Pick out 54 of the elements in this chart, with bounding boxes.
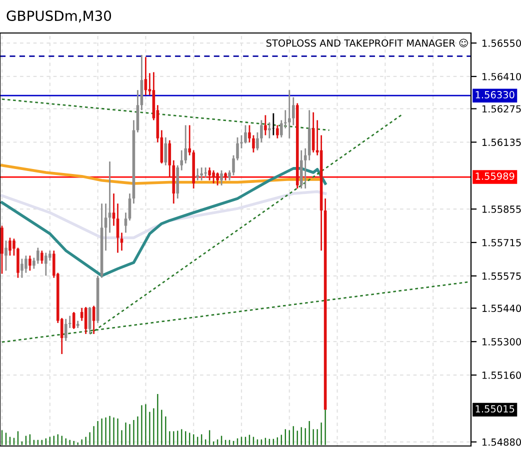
line-series [0,164,323,185]
y-tick-label: 1.56135 [482,138,521,146]
candlestick [112,192,116,226]
chart-title: GBPUSDm,M30 [6,10,112,22]
y-tick-label: 1.55300 [482,338,521,346]
candlestick [288,89,291,140]
candlestick [272,112,275,136]
annotation: STOPLOSS AND TAKEPROFIT MANAGER ☺ [266,38,468,48]
candlestick [256,132,259,151]
text: 1.55015 [476,405,514,413]
ref-line-label: 1.55989 [476,172,514,180]
candlestick [292,96,295,126]
candlestick [200,166,203,182]
candlestick [92,305,96,335]
candlestick [44,252,48,276]
ref-line-label: 1.56330 [476,91,514,98]
y-tick-label: 1.55440 [482,304,521,312]
candlestick [64,318,68,342]
candlestick [4,240,8,272]
candlestick [28,254,32,272]
candlestick [244,124,247,144]
candlestick [40,250,44,264]
y-tick-label: 1.56275 [482,105,521,113]
candlestick [236,136,239,162]
candlestick [124,212,128,234]
candlestick [204,166,207,178]
candlestick [248,124,251,144]
candlestick [220,170,223,186]
candlestick [240,134,243,150]
candlestick [180,150,184,172]
candlestick [12,238,16,256]
line-series [0,167,327,278]
candlestick [260,119,263,144]
y-tick-label: 1.56410 [482,72,521,80]
candlestick [264,114,267,136]
candlestick [196,168,199,182]
candlestick [252,134,255,154]
candlestick [276,124,279,140]
y-tick-label: 1.55160 [482,372,521,379]
candlestick [208,166,211,182]
candlestick [8,237,12,256]
candlestick [24,254,28,274]
candlestick [20,258,24,279]
candlestick [232,154,235,176]
y-tick-label: 1.56550 [482,40,521,47]
y-tick-label: 1.55575 [482,272,521,280]
candlestick [216,172,219,186]
y-tick-label: 1.54880 [482,438,521,446]
y-tick-label: 1.55855 [482,206,521,213]
candlestick [228,170,231,182]
candlestick [48,250,52,262]
candlestick [212,170,215,184]
candlestick [36,247,40,264]
y-tick-label: 1.55715 [482,239,521,246]
